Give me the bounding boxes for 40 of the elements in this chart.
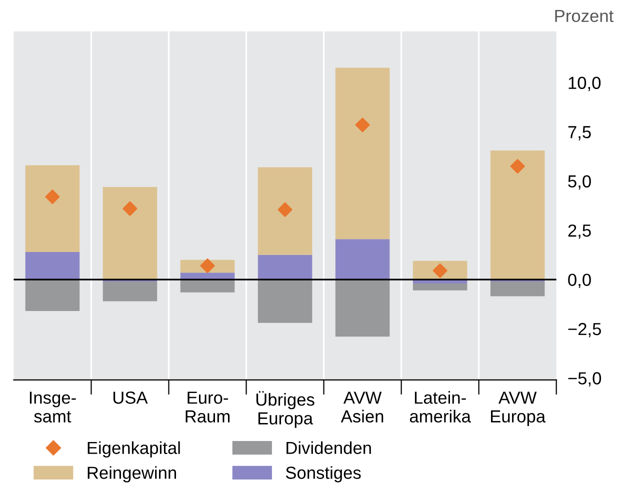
bar [335, 280, 390, 337]
bar [102, 282, 158, 302]
y-tick-label: 2,5 [568, 224, 591, 239]
point [122, 201, 138, 216]
legend-label: Eigenkapital [88, 441, 180, 458]
bar [25, 165, 80, 252]
bar [258, 254, 312, 280]
y-tick-label: 7,5 [568, 126, 591, 140]
y-axis-title: Prozent [555, 10, 614, 22]
x-tick-label: AVW Europa [491, 392, 546, 426]
legend-label: Dividenden [286, 441, 371, 454]
y-tick-label: 0,0 [568, 274, 591, 288]
legend-label: Reingewinn [88, 466, 176, 482]
x-tick-label: Latein- amerika [410, 391, 471, 423]
y-tick-label: −5,0 [568, 372, 602, 387]
y-tick-label: −2,5 [568, 322, 601, 338]
bar [258, 280, 312, 323]
x-tick-label: Übriges Europa [256, 391, 314, 428]
x-tick-label: USA [113, 392, 148, 404]
point [278, 202, 292, 217]
bar [25, 252, 80, 280]
bar [490, 282, 545, 296]
point [200, 258, 215, 274]
bar [335, 239, 390, 280]
bar [258, 167, 312, 255]
bar [490, 150, 545, 280]
y-tick-label: 5,0 [568, 175, 591, 190]
bar [335, 68, 390, 240]
legend-label: Sonstiges [286, 466, 361, 482]
bar [102, 186, 158, 280]
bar [412, 283, 468, 290]
y-tick-label: 10,0 [568, 76, 601, 92]
x-tick-label: Euro- Raum [186, 392, 230, 423]
x-tick-label: AVW Asien [340, 392, 384, 423]
point [45, 190, 60, 204]
bar [180, 280, 235, 292]
point [510, 159, 525, 174]
x-tick-label: Insge- samt [30, 392, 76, 423]
bar [25, 280, 80, 312]
point [355, 118, 370, 132]
